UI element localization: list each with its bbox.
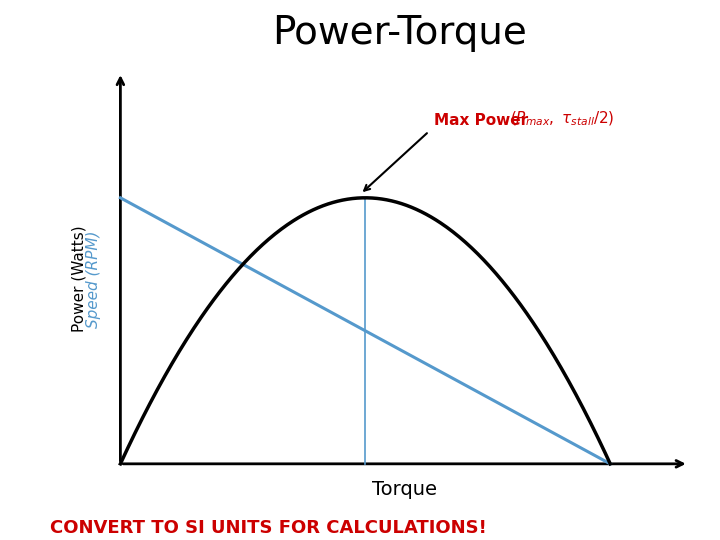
- Text: Torque: Torque: [372, 481, 437, 500]
- Text: Power (Watts): Power (Watts): [71, 226, 86, 333]
- Text: Max Power: Max Power: [434, 113, 528, 127]
- Text: $(P_{max},\ \tau_{stall}/2)$: $(P_{max},\ \tau_{stall}/2)$: [510, 109, 614, 127]
- Text: Speed (RPM): Speed (RPM): [86, 231, 101, 328]
- Title: Power-Torque: Power-Torque: [272, 14, 527, 52]
- Text: CONVERT TO SI UNITS FOR CALCULATIONS!: CONVERT TO SI UNITS FOR CALCULATIONS!: [50, 519, 487, 537]
